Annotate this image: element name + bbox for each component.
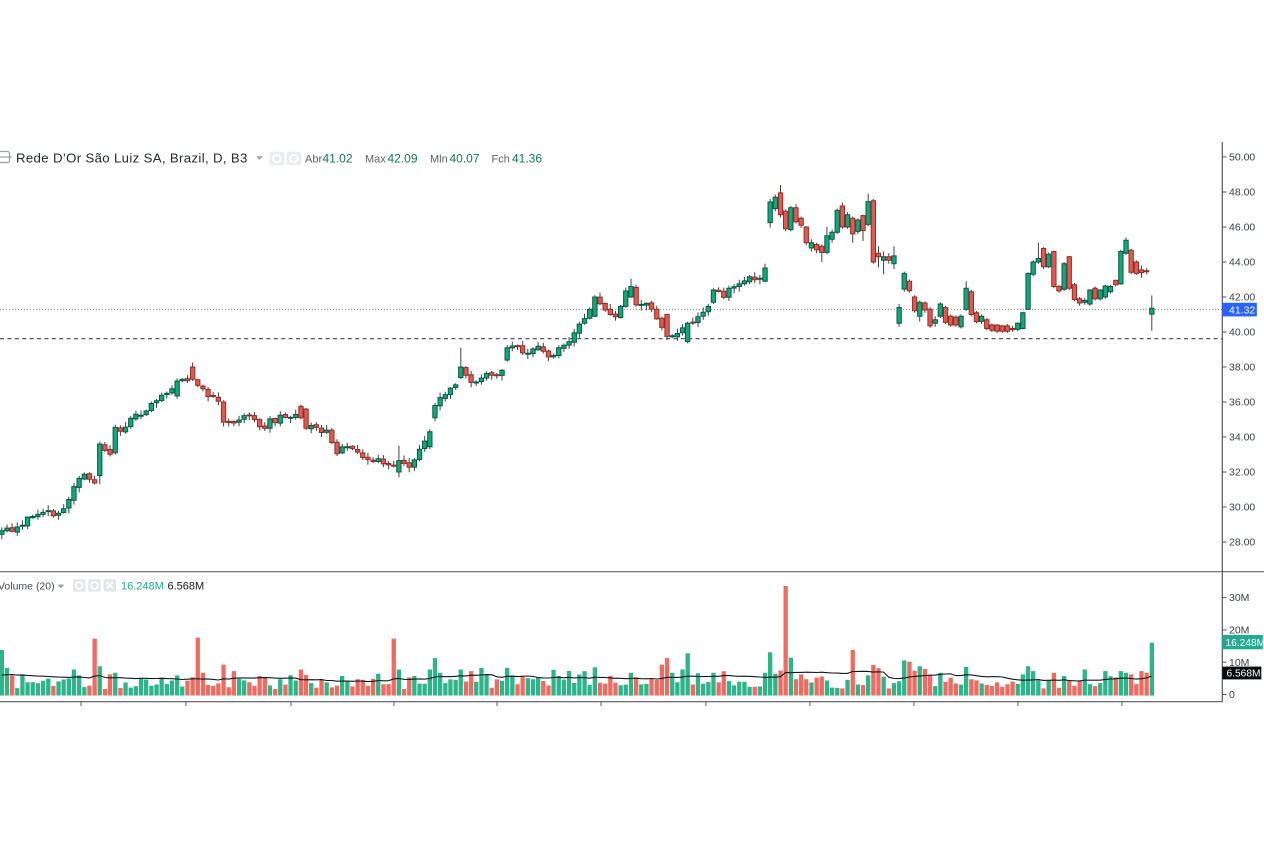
svg-text:41.36: 41.36: [512, 151, 542, 165]
svg-text:Volume (20): Volume (20): [0, 581, 55, 593]
svg-text:Rede D’Or São Luiz SA, Brazil,: Rede D’Or São Luiz SA, Brazil, D, B3: [16, 150, 248, 165]
svg-text:42.00: 42.00: [1229, 292, 1255, 304]
svg-text:6.568M: 6.568M: [168, 581, 205, 593]
svg-text:16.248M: 16.248M: [121, 581, 164, 593]
svg-text:20M: 20M: [1229, 625, 1249, 637]
svg-text:44.00: 44.00: [1229, 257, 1255, 269]
svg-text:36.00: 36.00: [1229, 397, 1255, 409]
svg-text:16.248M: 16.248M: [1226, 638, 1264, 649]
svg-text:48.00: 48.00: [1229, 187, 1255, 199]
svg-text:6.568M: 6.568M: [1227, 668, 1261, 679]
svg-text:46.00: 46.00: [1229, 222, 1255, 234]
svg-text:30M: 30M: [1229, 592, 1249, 604]
svg-text:38.00: 38.00: [1229, 362, 1255, 374]
svg-text:41.32: 41.32: [1229, 304, 1255, 316]
svg-text:42.09: 42.09: [388, 151, 418, 165]
svg-text:Abr: Abr: [305, 153, 322, 165]
svg-text:Mln: Mln: [430, 153, 448, 165]
svg-text:28.00: 28.00: [1229, 537, 1255, 549]
svg-text:10M: 10M: [1229, 657, 1249, 669]
svg-text:50.00: 50.00: [1229, 152, 1255, 164]
svg-text:Fch: Fch: [492, 153, 510, 165]
svg-text:30.00: 30.00: [1229, 502, 1255, 514]
svg-text:Max: Max: [365, 153, 386, 165]
svg-text:0: 0: [1229, 689, 1235, 701]
svg-text:40.07: 40.07: [450, 151, 480, 165]
svg-text:32.00: 32.00: [1229, 467, 1255, 479]
svg-text:34.00: 34.00: [1229, 432, 1255, 444]
svg-text:41.02: 41.02: [323, 151, 353, 165]
svg-text:40.00: 40.00: [1229, 327, 1255, 339]
